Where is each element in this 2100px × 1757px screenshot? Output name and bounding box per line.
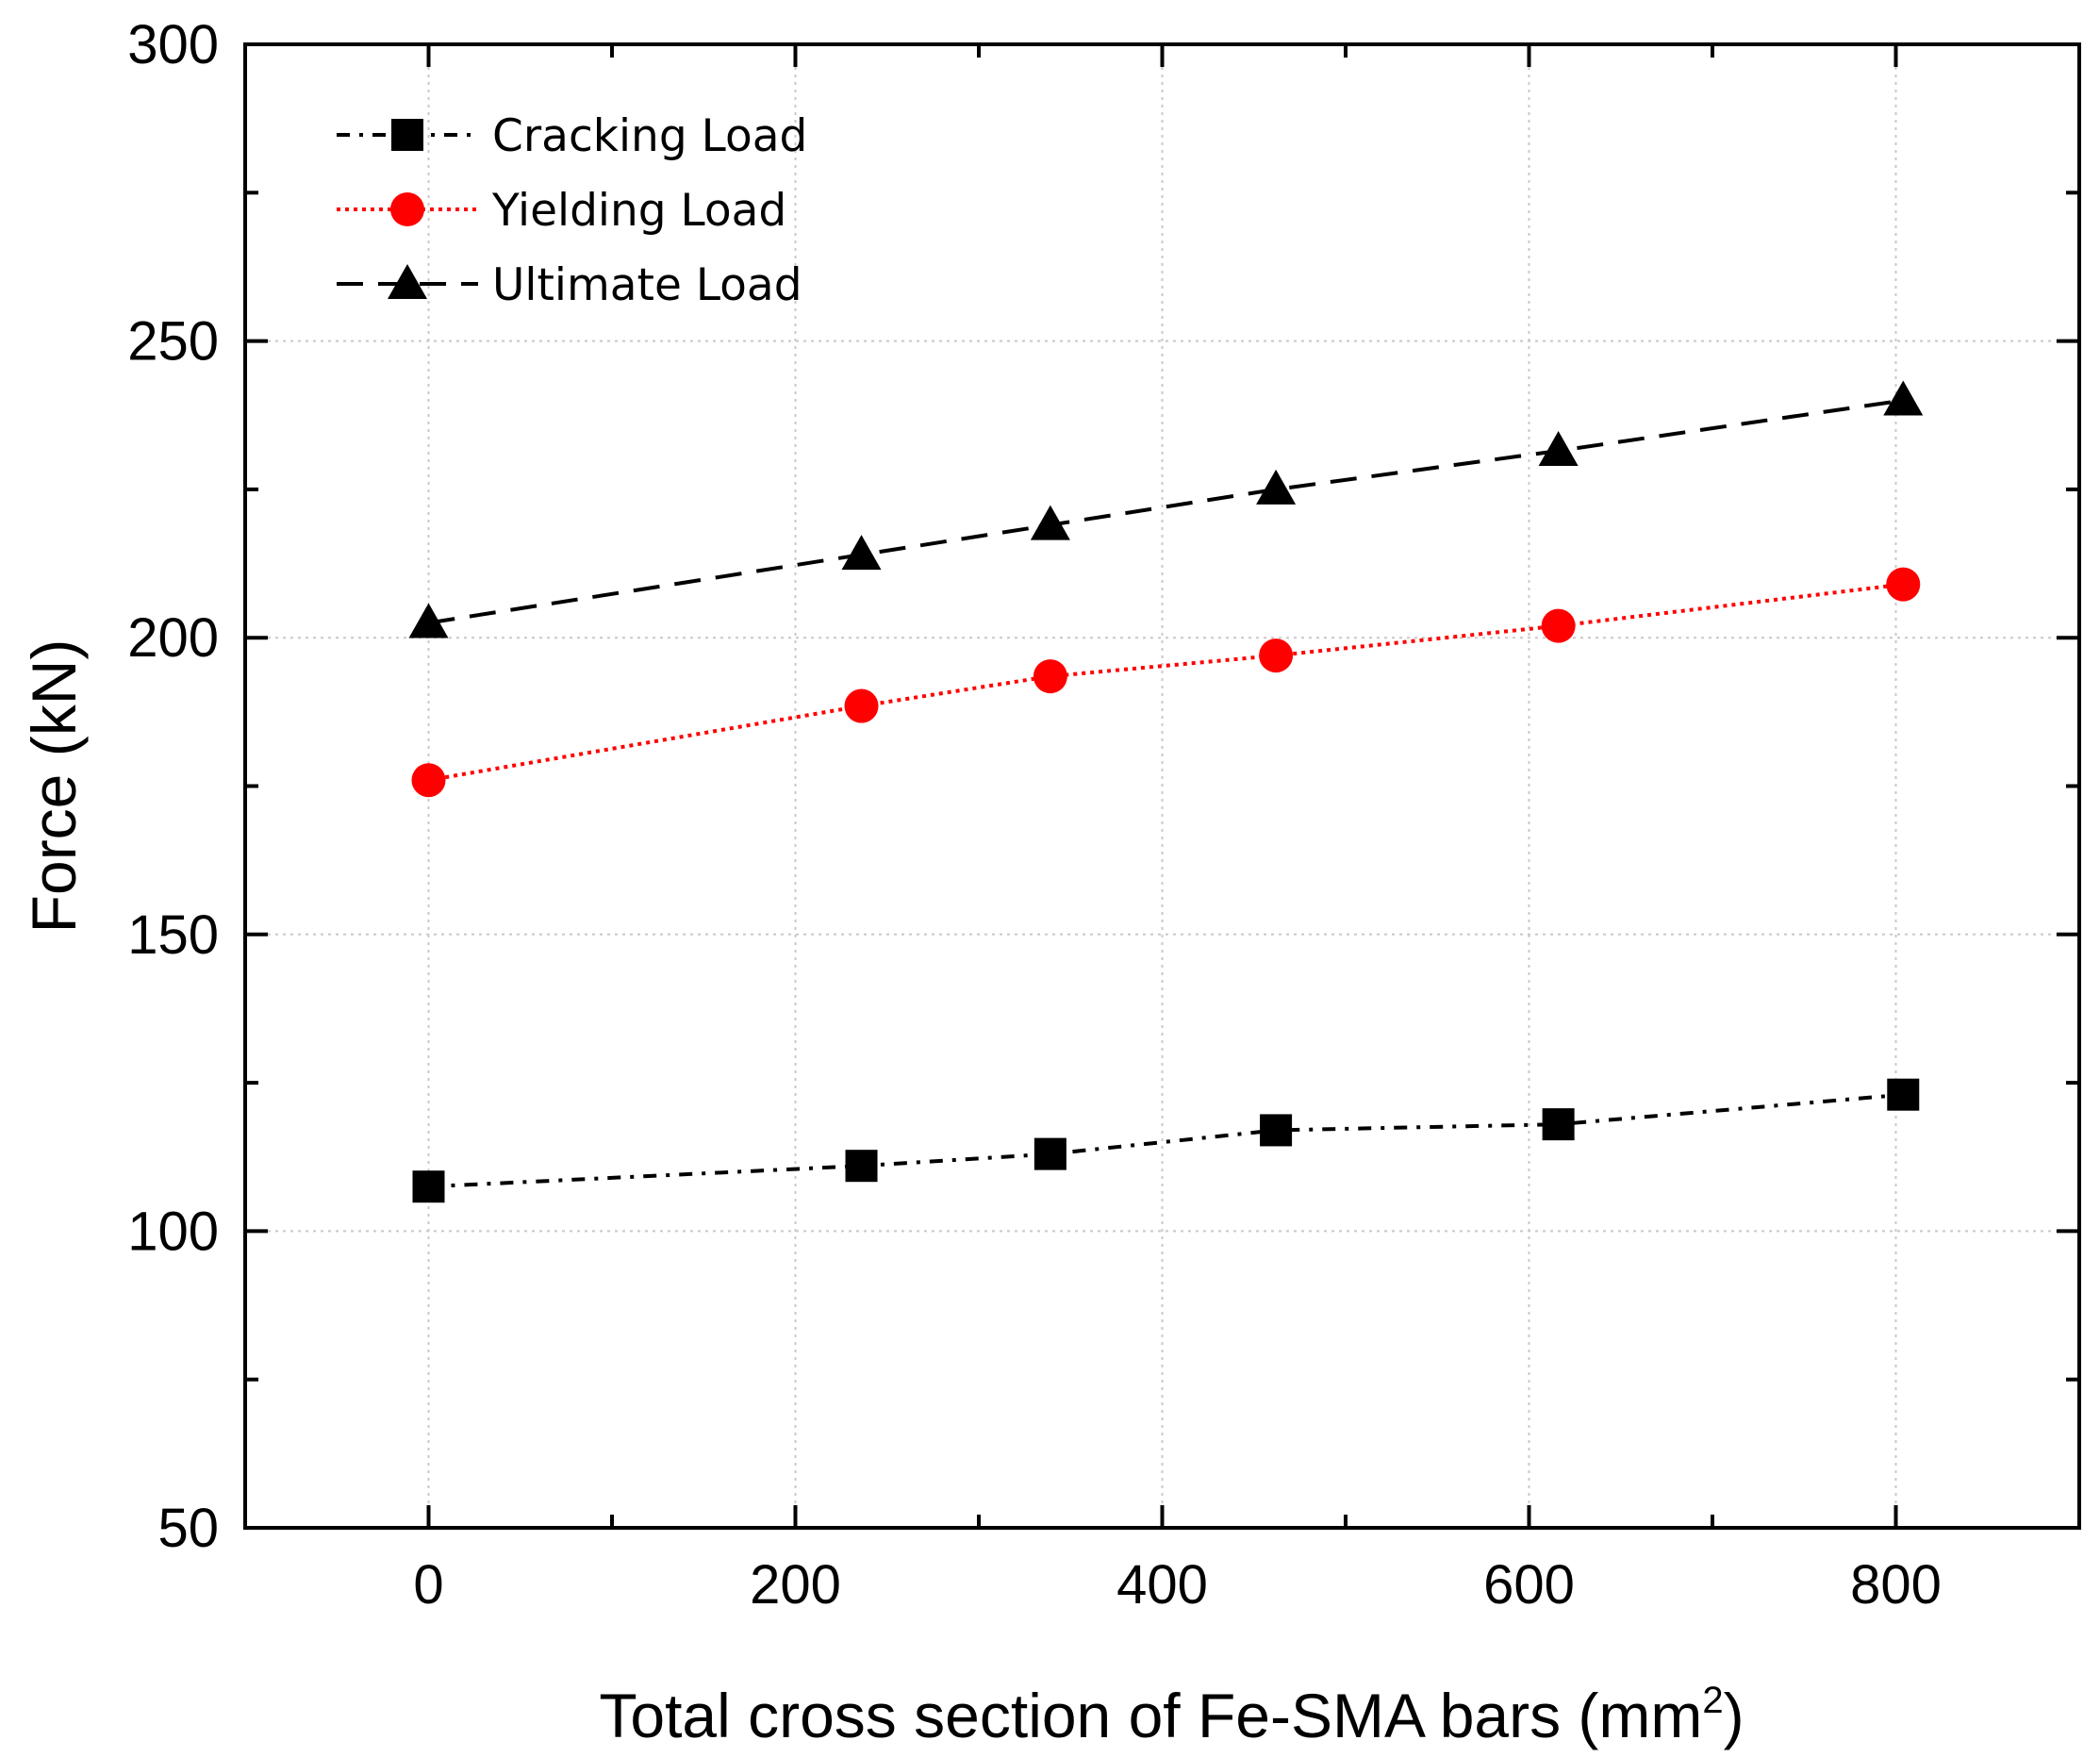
data-point-triangle [1030,505,1070,540]
legend-label: Cracking Load [492,110,807,162]
data-point-square [1887,1078,1920,1111]
x-tick-label: 400 [1116,1554,1208,1616]
x-tick-label: 600 [1483,1554,1575,1616]
data-point-square [845,1150,878,1183]
y-tick-label: 250 [127,311,219,373]
y-tick-label: 300 [127,14,219,75]
x-axis-title-suffix: ) [1724,1681,1744,1750]
plot-series [408,380,1924,1203]
data-point-triangle [1883,380,1924,416]
data-point-square [1033,1137,1067,1170]
legend-marker [390,192,424,226]
y-tick-labels: 50 100 150 200 250 300 [127,14,219,1559]
data-point-triangle [1256,469,1297,505]
axis-ticks [243,42,2081,1530]
data-point-circle [844,688,879,723]
data-point-triangle [408,603,449,638]
legend-label: Yielding Load [491,185,786,237]
x-tick-label: 0 [413,1554,443,1616]
series-line [428,398,1904,625]
legend: Cracking Load Yielding Load Ultimate Load [337,110,807,311]
legend-marker [391,119,423,151]
data-point-circle [1033,659,1067,694]
x-axis-title-superscript: 2 [1702,1680,1723,1721]
series-line [428,582,1904,783]
data-point-triangle [841,535,882,571]
data-point-square [412,1170,445,1203]
series-ultimate-load [408,380,1924,638]
x-tick-label: 200 [750,1554,841,1616]
data-point-circle [1259,638,1294,673]
y-tick-label: 200 [127,607,219,669]
legend-item: Ultimate Load [337,259,802,311]
y-tick-label: 150 [127,904,219,966]
legend-item: Cracking Load [337,110,807,162]
y-axis-title: Force (kN) [19,639,89,934]
x-tick-label: 800 [1850,1554,1942,1616]
series-yielding-load [411,567,1921,798]
x-tick-labels: 0 200 400 600 800 [413,1554,1942,1616]
data-point-circle [411,763,446,798]
series-cracking-load [412,1078,1920,1203]
legend-label: Ultimate Load [492,259,802,311]
y-tick-label: 100 [127,1201,219,1262]
data-point-square [1542,1108,1575,1141]
x-axis-title: Total cross section of Fe-SMA bars (mm2) [599,1680,1744,1750]
series-line [428,1092,1904,1189]
data-point-circle [1886,567,1921,602]
data-point-square [1260,1114,1293,1147]
data-point-circle [1541,608,1576,643]
data-point-triangle [1538,431,1579,467]
legend-marker [388,264,427,299]
x-axis-title-main: Total cross section of Fe-SMA bars (mm [599,1681,1702,1750]
legend-item: Yielding Load [337,185,786,237]
y-tick-label: 50 [157,1498,219,1559]
